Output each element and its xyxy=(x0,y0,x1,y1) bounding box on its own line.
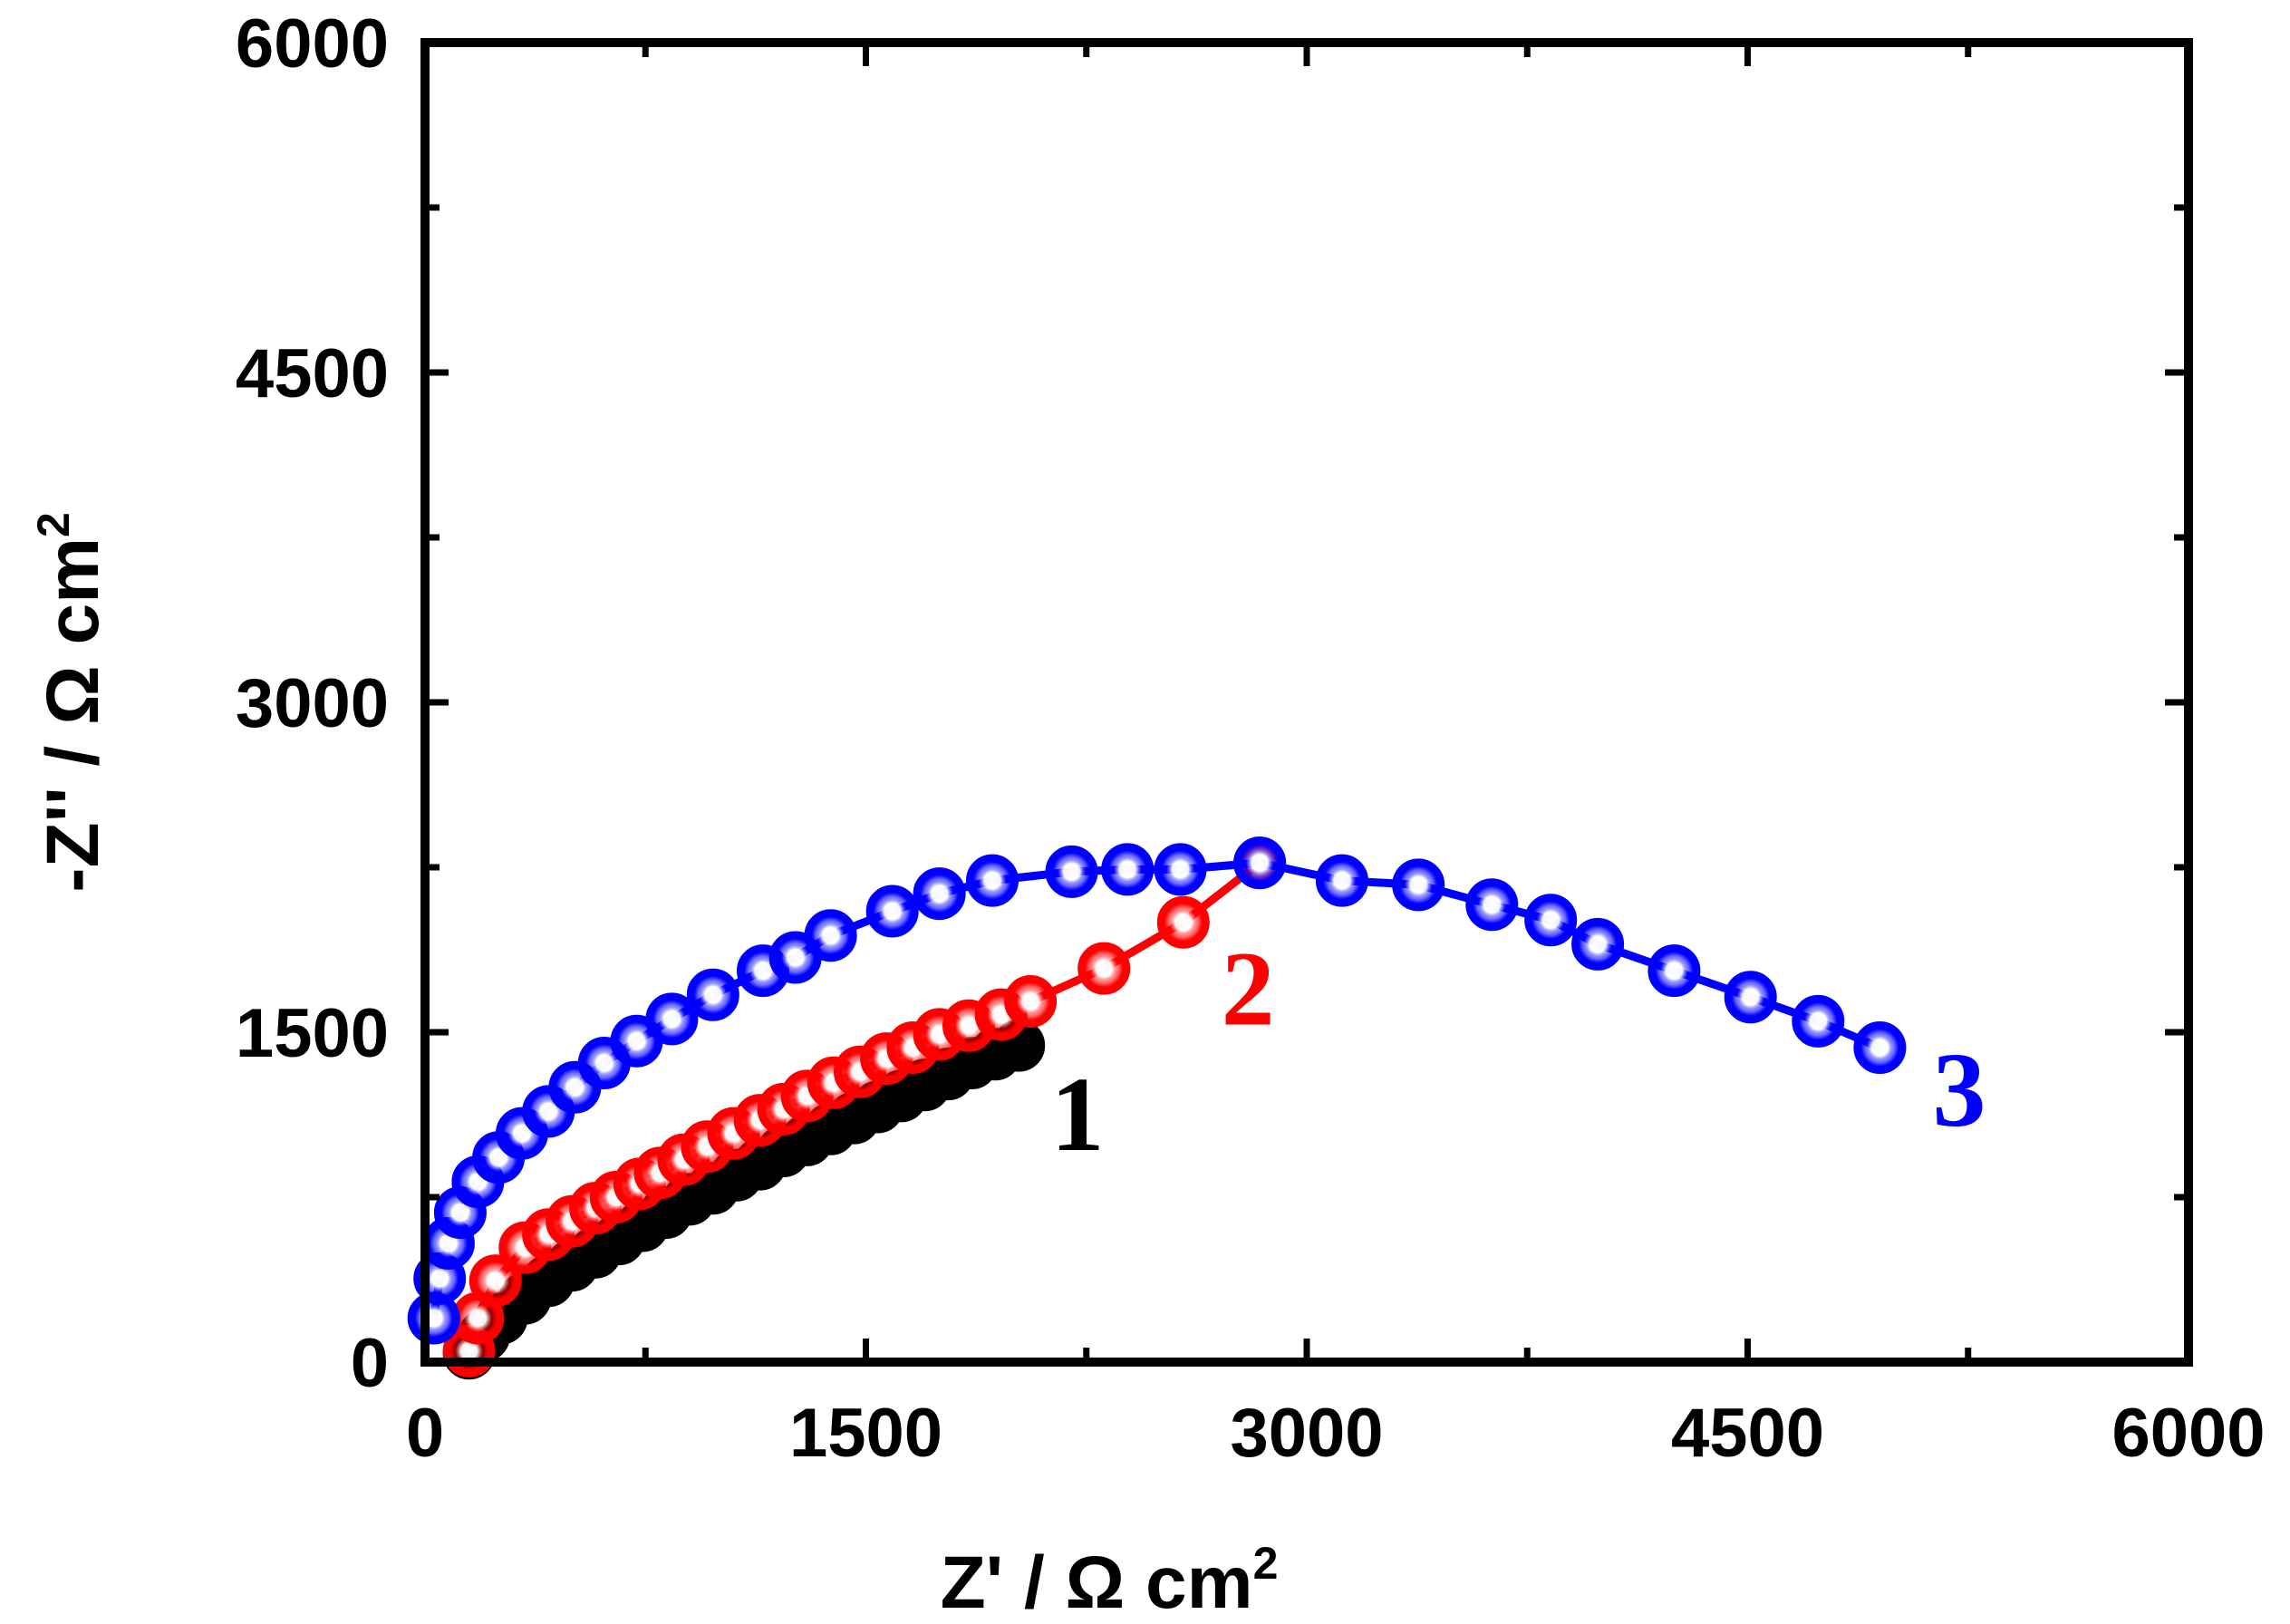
series-3-point xyxy=(1392,858,1445,912)
x-tick-label: 1500 xyxy=(789,1395,942,1472)
series-2-point xyxy=(469,1254,522,1308)
series-layer xyxy=(407,836,1907,1380)
series-2 xyxy=(442,836,1287,1378)
series-2-point xyxy=(1004,975,1058,1028)
x-tick-label: 0 xyxy=(406,1395,444,1472)
series-labels-layer: 12 3 xyxy=(1051,929,1986,1173)
x-tick-label: 6000 xyxy=(2111,1395,2265,1472)
series-3-point xyxy=(1571,917,1625,971)
series-3-point xyxy=(645,992,699,1046)
series-1 xyxy=(442,1019,1046,1380)
series-3-point xyxy=(1315,854,1368,907)
series-3-point xyxy=(1724,971,1777,1024)
series-label-2: 2 xyxy=(1222,929,1275,1048)
series-3-point xyxy=(913,867,966,921)
x-axis-title-sup: 2 xyxy=(1253,1538,1279,1589)
y-axis-title: -Z'' / Ω cm2 xyxy=(28,512,114,893)
series-3-point xyxy=(804,909,857,962)
x-tick-label: 3000 xyxy=(1230,1395,1383,1472)
x-tick-label: 4500 xyxy=(1671,1395,1824,1472)
y-tick-label: 4500 xyxy=(236,335,389,412)
series-3-point xyxy=(1792,994,1845,1048)
series-3-point xyxy=(1154,843,1207,896)
series-3-point xyxy=(1853,1021,1907,1074)
y-tick-label: 3000 xyxy=(236,665,389,742)
y-tick-label: 0 xyxy=(351,1325,389,1402)
series-3-point xyxy=(1465,878,1519,932)
series-3-point xyxy=(686,968,739,1021)
series-3-point xyxy=(966,854,1019,907)
x-axis-title-text: Z' / Ω cm xyxy=(941,1542,1253,1624)
series-3-point xyxy=(1045,845,1098,898)
x-axis-title: Z' / Ω cm2 xyxy=(941,1538,1279,1624)
series-3-point xyxy=(1647,944,1701,998)
y-axis-title-text: -Z'' / Ω cm xyxy=(32,537,114,893)
y-axis-title-sup: 2 xyxy=(28,512,79,537)
series-3-point xyxy=(865,884,919,938)
series-3-point xyxy=(1524,894,1578,947)
series-3 xyxy=(407,836,1907,1345)
series-3-point xyxy=(1233,836,1287,890)
tick-labels-layer: 0 1500 3000 4500 6000 0 1500 3000 4500 6000 xyxy=(236,5,2266,1472)
series-2-point xyxy=(1077,942,1131,995)
series-3-point xyxy=(1101,843,1155,896)
series-2-point xyxy=(1156,895,1210,949)
y-tick-label: 1500 xyxy=(236,995,389,1072)
ticks-layer xyxy=(421,39,2192,1366)
y-tick-label: 6000 xyxy=(236,5,389,82)
series-label-3: 3 xyxy=(1933,1030,1986,1149)
series-label-1: 1 xyxy=(1051,1055,1105,1174)
